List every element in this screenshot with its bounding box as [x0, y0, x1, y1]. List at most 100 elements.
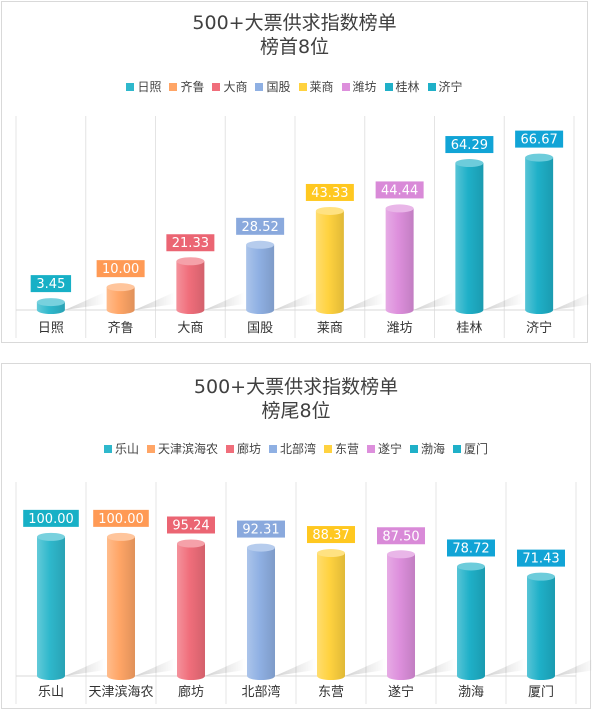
- legend-item[interactable]: 厦门: [453, 440, 488, 457]
- bar[interactable]: [317, 549, 385, 680]
- bar[interactable]: [106, 283, 175, 314]
- legend-item[interactable]: 齐鲁: [169, 78, 204, 95]
- bar[interactable]: [385, 204, 454, 314]
- x-tick-label: 齐鲁: [108, 320, 134, 336]
- chart-plot: 3.45 日照 10.00 齐鲁 21.33 大商 28.52 国股 43.33 莱商 44.44 潍…: [15, 116, 589, 338]
- data-label: 3.45: [36, 277, 65, 292]
- legend-item[interactable]: 莱商: [298, 78, 334, 95]
- data-label: 10.00: [102, 262, 139, 277]
- bar-top: [315, 206, 344, 215]
- bar-shadow: [415, 658, 455, 676]
- bar-body: [246, 244, 275, 314]
- data-label: 71.43: [522, 552, 559, 567]
- data-label: 92.31: [242, 523, 279, 538]
- legend-item[interactable]: 北部湾: [268, 440, 316, 457]
- data-label-box: [237, 520, 285, 538]
- legend-swatch: [427, 82, 436, 91]
- legend-label: 大商: [223, 80, 248, 94]
- bar[interactable]: [527, 572, 592, 680]
- data-label: 64.29: [451, 138, 488, 153]
- bar[interactable]: [177, 539, 245, 680]
- bar[interactable]: [457, 562, 525, 680]
- legend-swatch: [146, 444, 155, 453]
- data-label-box: [305, 183, 354, 201]
- legend-label: 莱商: [309, 80, 334, 94]
- data-label-box: [377, 527, 425, 545]
- x-tick-label: 大商: [177, 321, 203, 336]
- bar-body: [106, 287, 135, 314]
- data-label-box: [93, 509, 149, 527]
- bar-shadow: [483, 292, 524, 310]
- legend-swatch: [169, 82, 178, 91]
- bar-shadow: [553, 293, 589, 310]
- legend-label: 天津滨海农: [157, 442, 218, 456]
- legend-label: 厦门: [464, 442, 489, 456]
- bar[interactable]: [36, 292, 105, 314]
- x-tick-label: 日照: [38, 321, 64, 336]
- bar-top: [37, 532, 65, 541]
- bar[interactable]: [246, 240, 315, 314]
- x-tick-label: 莱商: [317, 321, 343, 336]
- bar-body: [107, 536, 135, 680]
- legend-label: 齐鲁: [180, 80, 205, 94]
- bar-body: [176, 261, 205, 314]
- legend-swatch: [367, 444, 376, 453]
- chart-subtitle: 榜首8位: [259, 36, 330, 58]
- legend-item[interactable]: 天津滨海农: [146, 440, 218, 457]
- legend-label: 北部湾: [279, 442, 316, 456]
- x-tick-label: 北部湾: [241, 684, 280, 700]
- bar[interactable]: [315, 206, 384, 314]
- bar-shadow: [135, 658, 175, 676]
- legend-item[interactable]: 乐山: [103, 440, 139, 457]
- legend-item[interactable]: 遂宁: [367, 440, 402, 457]
- legend-swatch: [324, 444, 332, 453]
- data-label: 100.00: [28, 512, 74, 527]
- bar-body: [457, 566, 485, 680]
- legend-item[interactable]: 国股: [255, 78, 291, 95]
- data-label-box: [166, 234, 215, 252]
- bar[interactable]: [176, 257, 245, 314]
- bar-shadow: [274, 292, 315, 310]
- legend-item[interactable]: 潍坊: [341, 78, 377, 95]
- legend-swatch: [225, 444, 234, 453]
- bar[interactable]: [387, 550, 455, 680]
- legend-item[interactable]: 大商: [212, 78, 247, 95]
- legend-item[interactable]: 济宁: [427, 78, 463, 95]
- legend-item[interactable]: 东营: [324, 440, 359, 457]
- x-tick-label: 遂宁: [388, 684, 414, 700]
- legend-item[interactable]: 渤海: [410, 440, 445, 457]
- bar-body: [317, 553, 345, 680]
- bar-top: [525, 153, 554, 162]
- chart-legend: 乐山 天津滨海农 廊坊 北部湾 东营 遂宁 渤海 厦门: [2, 440, 590, 457]
- bar-top: [387, 550, 415, 559]
- bar-body: [455, 163, 484, 314]
- bar-top: [247, 543, 275, 552]
- bar-shadow: [64, 292, 105, 310]
- legend-label: 东营: [335, 442, 360, 456]
- bar[interactable]: [37, 532, 105, 680]
- bar[interactable]: [247, 543, 315, 680]
- bar-body: [177, 543, 205, 680]
- x-tick-label: 厦门: [528, 685, 554, 700]
- bar-body: [387, 554, 415, 680]
- legend-item[interactable]: 桂林: [384, 78, 420, 95]
- x-tick-label: 天津滨海农: [88, 684, 153, 700]
- bar-body: [385, 208, 414, 314]
- data-label-box: [23, 509, 79, 527]
- bar[interactable]: [455, 159, 524, 314]
- legend-swatch: [384, 82, 393, 91]
- x-tick-label: 渤海: [458, 684, 484, 700]
- bar[interactable]: [107, 532, 175, 680]
- legend-item[interactable]: 日照: [126, 78, 161, 95]
- bar-body: [525, 157, 554, 314]
- data-label: 95.24: [172, 518, 209, 533]
- legend-label: 潍坊: [352, 80, 377, 94]
- chart-plot: 100.00 乐山 100.00 天津滨海农 95.24 廊坊 92.31 北部湾 88.37 东…: [15, 482, 592, 704]
- legend-item[interactable]: 廊坊: [225, 440, 261, 457]
- bar-top: [385, 204, 414, 213]
- x-tick-label: 乐山: [38, 685, 64, 700]
- chart-legend: 日照 齐鲁 大商 国股 莱商 潍坊 桂林 济宁: [2, 78, 587, 95]
- x-tick-label: 潍坊: [387, 321, 413, 336]
- bar[interactable]: [525, 153, 589, 314]
- chart-panel-bottom: 500+大票供求指数榜单 榜尾8位 乐山 天津滨海农 廊坊 北部湾 东营 遂宁 渤海 厦门 1…: [1, 363, 592, 709]
